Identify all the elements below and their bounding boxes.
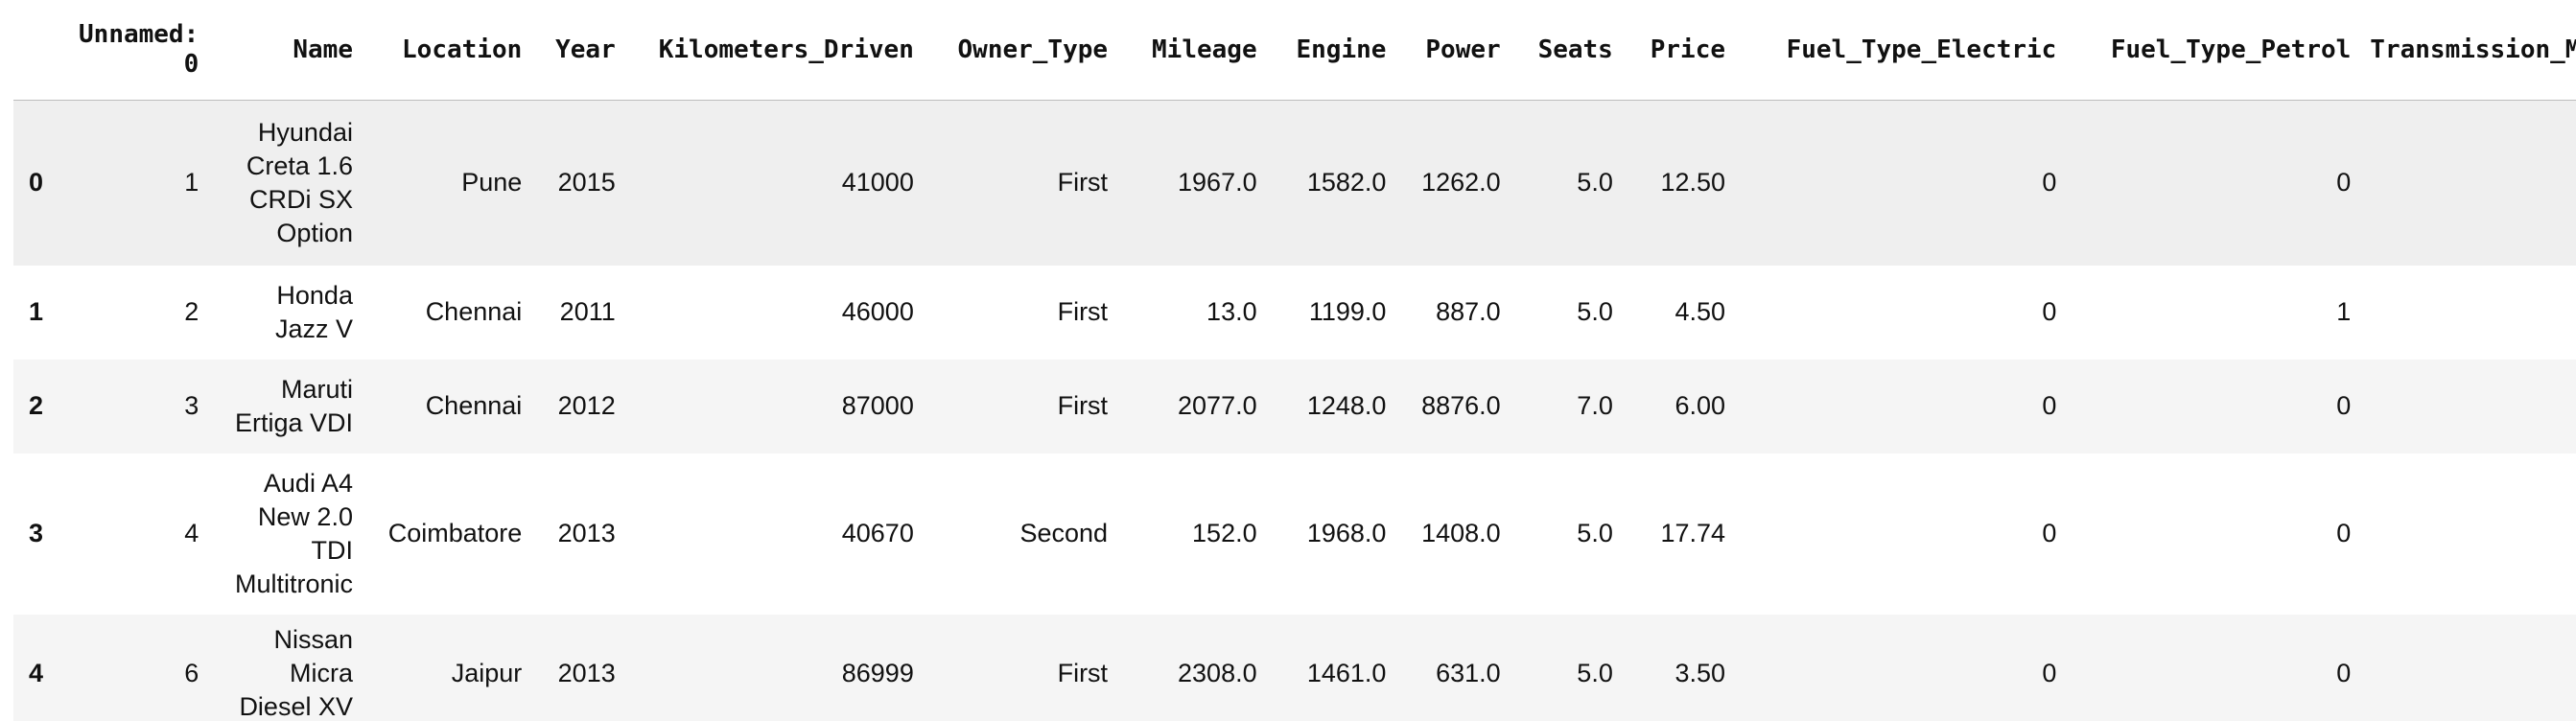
cell-year: 2013 [531, 614, 625, 721]
column-header-transmission: Transmission_Manu [2360, 0, 2576, 101]
cell-unnamed: 2 [49, 265, 209, 360]
cell-seats: 5.0 [1510, 614, 1623, 721]
column-header-kilometers-driven: Kilometers_Driven [624, 0, 924, 101]
cell-name: Nissan Micra Diesel XV [208, 614, 363, 721]
table-row: 2 3 Maruti Ertiga VDI Chennai 2012 87000… [13, 359, 2576, 454]
cell-unnamed: 4 [49, 453, 209, 615]
cell-transmission [2360, 614, 2576, 721]
cell-mileage: 1967.0 [1117, 100, 1267, 266]
cell-seats: 5.0 [1510, 453, 1623, 615]
cell-price: 12.50 [1622, 100, 1736, 266]
cell-price: 3.50 [1622, 614, 1736, 721]
cell-engine: 1968.0 [1266, 453, 1396, 615]
cell-fuel-type-petrol: 0 [2066, 453, 2361, 615]
column-header-price: Price [1622, 0, 1736, 101]
row-index-cell: 4 [13, 614, 50, 721]
cell-kilometers-driven: 87000 [624, 359, 924, 454]
cell-power: 1408.0 [1395, 453, 1510, 615]
cell-power: 631.0 [1395, 614, 1510, 721]
cell-location: Coimbatore [362, 453, 532, 615]
table-row: 1 2 Honda Jazz V Chennai 2011 46000 Firs… [13, 265, 2576, 360]
column-header-unnamed-label: Unnamed: 0 [79, 20, 199, 79]
cell-power: 8876.0 [1395, 359, 1510, 454]
cell-power: 1262.0 [1395, 100, 1510, 266]
cell-year: 2011 [531, 265, 625, 360]
row-index-cell: 1 [13, 265, 50, 360]
column-header-mileage: Mileage [1117, 0, 1267, 101]
dataframe-table: Unnamed: 0 Name Location Year Kilometers… [13, 0, 2576, 721]
column-header-year: Year [531, 0, 625, 101]
cell-kilometers-driven: 40670 [624, 453, 924, 615]
column-header-seats: Seats [1510, 0, 1623, 101]
cell-mileage: 2308.0 [1117, 614, 1267, 721]
cell-name: Audi A4 New 2.0 TDI Multitronic [208, 453, 363, 615]
cell-transmission [2360, 265, 2576, 360]
table-row: 4 6 Nissan Micra Diesel XV Jaipur 2013 8… [13, 614, 2576, 721]
cell-mileage: 2077.0 [1117, 359, 1267, 454]
cell-price: 4.50 [1622, 265, 1736, 360]
row-index-cell: 3 [13, 453, 50, 615]
cell-name: Honda Jazz V [208, 265, 363, 360]
cell-owner-type: Second [923, 453, 1118, 615]
cell-price: 17.74 [1622, 453, 1736, 615]
cell-seats: 5.0 [1510, 265, 1623, 360]
column-header-power: Power [1395, 0, 1510, 101]
cell-engine: 1461.0 [1266, 614, 1396, 721]
cell-location: Chennai [362, 359, 532, 454]
cell-fuel-type-petrol: 0 [2066, 359, 2361, 454]
column-header-unnamed: Unnamed: 0 [49, 0, 209, 101]
cell-year: 2015 [531, 100, 625, 266]
column-header-engine: Engine [1266, 0, 1396, 101]
cell-year: 2013 [531, 453, 625, 615]
cell-unnamed: 6 [49, 614, 209, 721]
cell-transmission [2360, 100, 2576, 266]
cell-kilometers-driven: 41000 [624, 100, 924, 266]
cell-price: 6.00 [1622, 359, 1736, 454]
cell-mileage: 13.0 [1117, 265, 1267, 360]
cell-fuel-type-electric: 0 [1735, 359, 2067, 454]
cell-location: Chennai [362, 265, 532, 360]
cell-kilometers-driven: 46000 [624, 265, 924, 360]
cell-transmission [2360, 359, 2576, 454]
table-row: 0 1 Hyundai Creta 1.6 CRDi SX Option Pun… [13, 100, 2576, 266]
column-header-name: Name [208, 0, 363, 101]
row-index-cell: 0 [13, 100, 50, 266]
cell-owner-type: First [923, 359, 1118, 454]
cell-engine: 1582.0 [1266, 100, 1396, 266]
column-header-owner-type: Owner_Type [923, 0, 1118, 101]
cell-seats: 5.0 [1510, 100, 1623, 266]
cell-owner-type: First [923, 614, 1118, 721]
cell-owner-type: First [923, 265, 1118, 360]
cell-engine: 1248.0 [1266, 359, 1396, 454]
table-header-row: Unnamed: 0 Name Location Year Kilometers… [13, 0, 2576, 101]
cell-location: Jaipur [362, 614, 532, 721]
cell-fuel-type-electric: 0 [1735, 265, 2067, 360]
cell-location: Pune [362, 100, 532, 266]
cell-mileage: 152.0 [1117, 453, 1267, 615]
cell-unnamed: 1 [49, 100, 209, 266]
column-header-fuel-type-electric: Fuel_Type_Electric [1735, 0, 2067, 101]
cell-fuel-type-petrol: 0 [2066, 100, 2361, 266]
cell-owner-type: First [923, 100, 1118, 266]
column-header-location: Location [362, 0, 532, 101]
cell-fuel-type-electric: 0 [1735, 100, 2067, 266]
column-header-fuel-type-petrol: Fuel_Type_Petrol [2066, 0, 2361, 101]
cell-transmission [2360, 453, 2576, 615]
table-row: 3 4 Audi A4 New 2.0 TDI Multitronic Coim… [13, 453, 2576, 615]
cell-year: 2012 [531, 359, 625, 454]
cell-engine: 1199.0 [1266, 265, 1396, 360]
row-index-cell: 2 [13, 359, 50, 454]
cell-fuel-type-electric: 0 [1735, 614, 2067, 721]
cell-kilometers-driven: 86999 [624, 614, 924, 721]
cell-name: Hyundai Creta 1.6 CRDi SX Option [208, 100, 363, 266]
cell-fuel-type-petrol: 1 [2066, 265, 2361, 360]
cell-fuel-type-electric: 0 [1735, 453, 2067, 615]
column-header-index [13, 0, 50, 101]
cell-name: Maruti Ertiga VDI [208, 359, 363, 454]
cell-unnamed: 3 [49, 359, 209, 454]
cell-power: 887.0 [1395, 265, 1510, 360]
cell-seats: 7.0 [1510, 359, 1623, 454]
cell-fuel-type-petrol: 0 [2066, 614, 2361, 721]
